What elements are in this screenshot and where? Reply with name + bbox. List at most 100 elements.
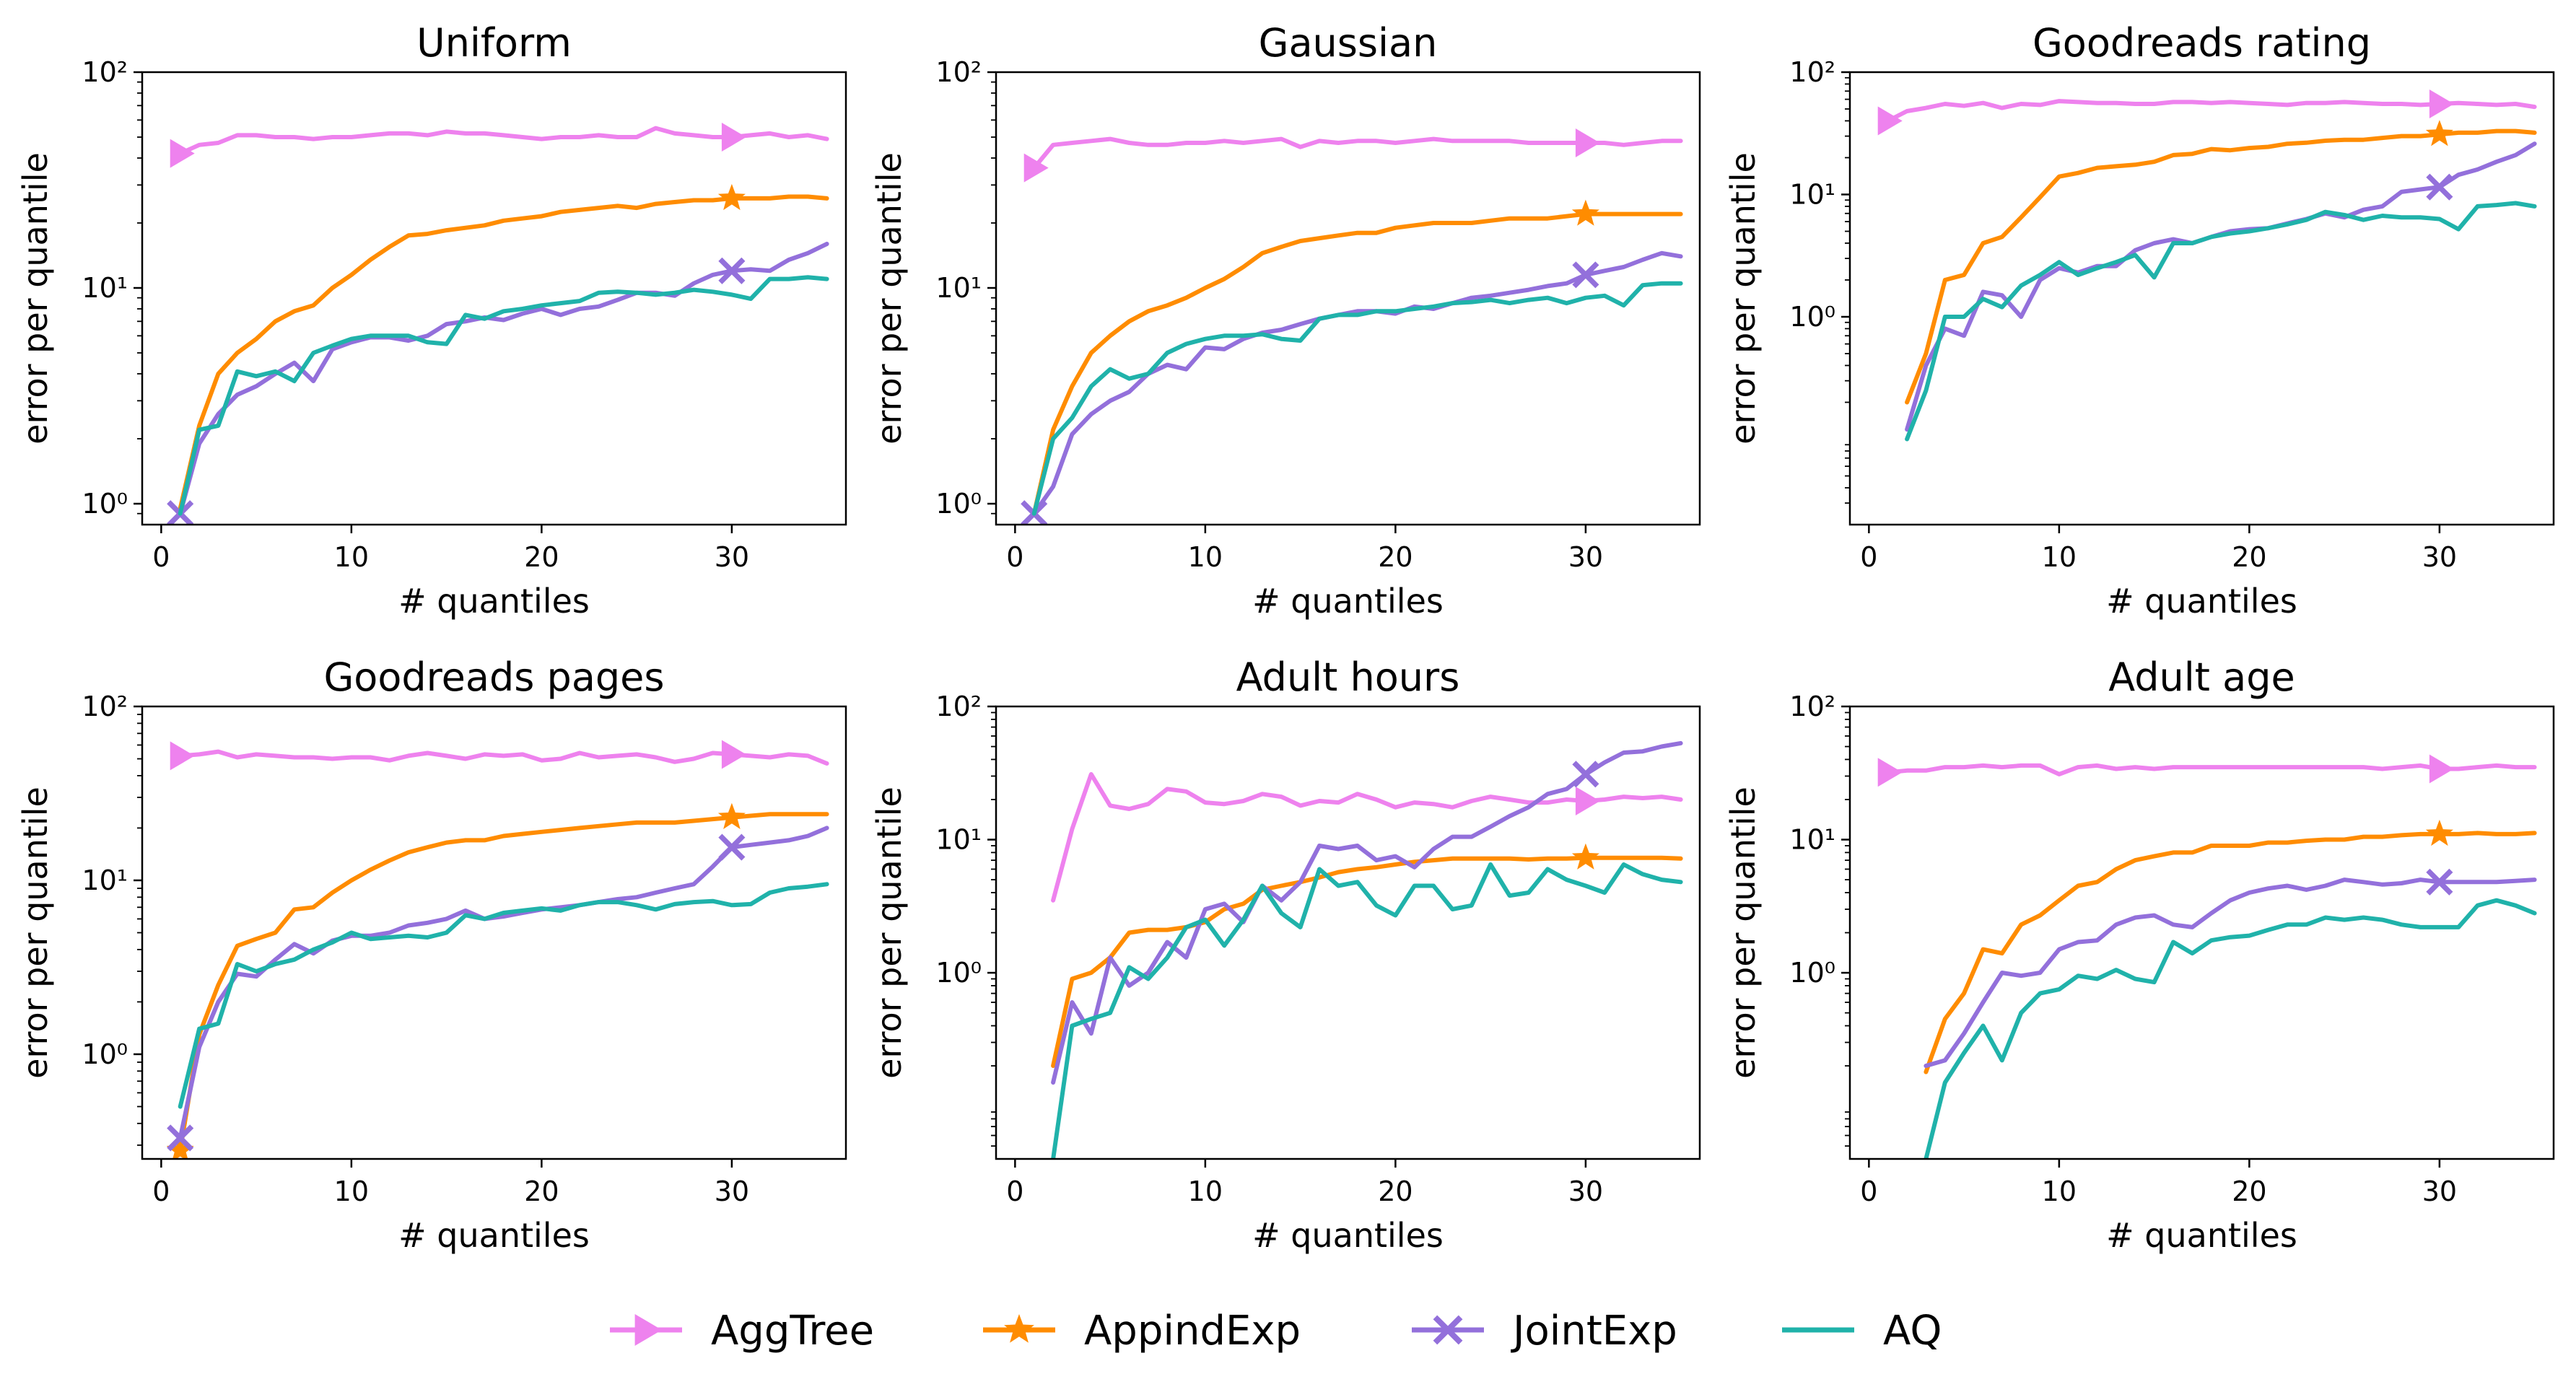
series-marker-appindexp (2425, 120, 2453, 146)
series-line-appindexp (178, 812, 829, 1153)
chart-panel: 0 10 20 30 10⁰ 10¹ 10² Adult age # quantiles erro… (1724, 655, 2555, 1255)
x-tick-label: 20 (2232, 541, 2266, 573)
chart-panel: 0 10 20 30 10⁰ 10¹ 10² Gaussian # quantiles error… (870, 20, 1701, 621)
chart-title: Goodreads rating (2033, 20, 2371, 66)
x-tick-label: 10 (2042, 1176, 2077, 1207)
chart-panel: 0 10 20 30 10⁰ 10¹ 10² Adult hours # quantiles er… (870, 655, 1701, 1255)
x-tick-label: 0 (1006, 1176, 1023, 1207)
x-tick-label: 10 (1188, 1176, 1223, 1207)
series-line-jointexp (1924, 877, 2537, 1068)
legend-label: AppindExp (1084, 1308, 1301, 1354)
chart-title: Uniform (416, 20, 572, 66)
series-line-jointexp (1031, 250, 1683, 516)
legend-label: AggTree (711, 1308, 874, 1354)
series-group (1877, 89, 2537, 442)
series-marker-aggtree (721, 123, 746, 152)
series-group (166, 740, 829, 1159)
series-marker-aggtree (721, 740, 746, 769)
legend: AggTree AppindExp JointExp AQ (610, 1308, 1942, 1354)
legend-entry-jointexp: JointExp (1412, 1308, 1677, 1354)
series-marker-aggtree (1023, 153, 1049, 183)
series-line-aq (1924, 898, 2537, 1159)
x-tick-label: 10 (334, 1176, 369, 1207)
x-tick-label: 30 (1568, 1176, 1603, 1207)
series-group (1021, 128, 1683, 525)
x-tick-label: 0 (1006, 541, 1023, 573)
series-line-appindexp (178, 194, 829, 511)
x-axis-label: # quantiles (2106, 1216, 2297, 1255)
series-line-jointexp (178, 242, 829, 516)
x-axis-label: # quantiles (1252, 1216, 1444, 1255)
series-line-appindexp (1051, 855, 1683, 1068)
series-marker-jointexp (1572, 761, 1599, 788)
x-tick-label: 10 (2042, 541, 2077, 573)
x-tick-label: 20 (2232, 1176, 2266, 1207)
series-marker-jointexp (2426, 868, 2453, 896)
y-tick-label: 10⁰ (82, 1038, 128, 1070)
series-marker-appindexp (2425, 819, 2453, 846)
y-axis-label: error per quantile (16, 152, 55, 445)
y-tick-label: 10² (82, 691, 128, 722)
legend-label: JointExp (1511, 1308, 1677, 1354)
x-tick-label: 20 (524, 541, 559, 573)
y-axis-label: error per quantile (870, 152, 909, 445)
series-line-aggtree (1885, 763, 2537, 776)
series-marker-aggtree (2429, 89, 2454, 119)
y-tick-label: 10⁰ (82, 488, 128, 520)
y-axis-label: error per quantile (1724, 152, 1763, 445)
series-marker-aggtree (1877, 758, 1903, 787)
x-tick-label: 10 (1188, 541, 1223, 573)
series-marker-appindexp (1571, 199, 1599, 226)
chart-panel: 0 10 20 30 10⁰ 10¹ 10² Goodreads pages # quantil… (16, 655, 847, 1255)
x-tick-label: 30 (2422, 541, 2457, 573)
y-axis-label: error per quantile (870, 787, 909, 1079)
series-marker-appindexp (1571, 843, 1599, 870)
series-marker-aggtree (170, 741, 195, 771)
chart-panel: 0 10 20 30 10⁰ 10¹ 10² Uniform # quantiles error … (16, 20, 847, 621)
y-axis-label: error per quantile (16, 787, 55, 1079)
x-tick-label: 30 (715, 1176, 749, 1207)
y-tick-label: 10¹ (82, 272, 128, 304)
x-tick-label: 0 (152, 1176, 170, 1207)
y-tick-label: 10² (935, 56, 982, 88)
y-tick-label: 10⁰ (935, 957, 982, 989)
y-tick-label: 10¹ (1789, 179, 1835, 211)
series-line-aggtree (178, 749, 829, 766)
x-tick-label: 30 (2422, 1176, 2457, 1207)
x-tick-label: 20 (1378, 1176, 1413, 1207)
series-marker-aggtree (1877, 106, 1903, 136)
chart-panel: 0 10 20 30 10⁰ 10¹ 10² Goodreads rating # quanti… (1724, 20, 2555, 621)
series-line-aq (1051, 862, 1683, 1159)
y-tick-label: 10² (1789, 56, 1835, 88)
series-line-appindexp (1031, 211, 1683, 516)
y-tick-label: 10¹ (82, 864, 128, 896)
legend-entry-appindexp: AppindExp (983, 1308, 1301, 1354)
x-tick-label: 30 (715, 541, 749, 573)
x-tick-label: 30 (1568, 541, 1603, 573)
x-axis-label: # quantiles (398, 582, 590, 621)
series-group (167, 123, 829, 525)
plot-frame (1848, 71, 2555, 526)
series-marker-aggtree (2429, 754, 2454, 784)
x-tick-label: 20 (524, 1176, 559, 1207)
series-line-aggtree (1031, 136, 1683, 170)
series-line-jointexp (178, 826, 829, 1140)
legend-marker-aggtree (634, 1314, 662, 1346)
series-marker-jointexp (718, 833, 746, 861)
y-axis-label: error per quantile (1724, 787, 1763, 1079)
series-line-aq (1905, 201, 2537, 442)
y-tick-label: 10¹ (1789, 824, 1835, 856)
series-line-aq (178, 882, 829, 1109)
series-group (1877, 754, 2537, 1159)
x-axis-label: # quantiles (398, 1216, 590, 1255)
x-axis-label: # quantiles (1252, 582, 1444, 621)
x-tick-label: 20 (1378, 541, 1413, 573)
x-tick-label: 0 (1860, 1176, 1877, 1207)
y-tick-label: 10¹ (935, 824, 982, 856)
chart-title: Gaussian (1259, 20, 1438, 66)
legend-marker-jointexp (1433, 1315, 1463, 1345)
series-marker-jointexp (167, 1124, 194, 1152)
y-tick-label: 10² (935, 691, 982, 722)
y-tick-label: 10⁰ (935, 488, 982, 520)
series-marker-appindexp (717, 183, 746, 211)
